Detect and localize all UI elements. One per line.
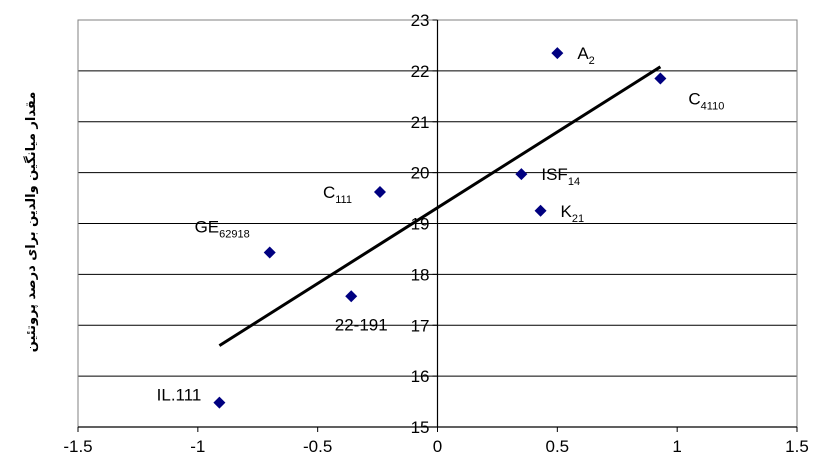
y-tick-label-5: 20 [411,164,430,183]
y-tick-label-8: 23 [411,11,430,30]
x-tick-label-0: -1.5 [63,437,92,456]
x-tick-label-4: 0.5 [546,437,570,456]
y-tick-label-4: 19 [411,215,430,234]
x-tick-label-1: -1 [190,437,205,456]
point-label-0: A2 [577,44,594,67]
y-tick-label-6: 21 [411,113,430,132]
data-point-3 [373,185,386,198]
data-point-7 [213,396,226,409]
point-label-6: 22-191 [335,315,388,334]
point-label-2: ISF14 [541,165,580,188]
y-tick-label-2: 17 [411,316,430,335]
point-label-7: IL.111 [157,386,202,405]
point-label-5: GE62918 [195,217,250,240]
y-tick-label-0: 15 [411,418,430,437]
y-tick-label-7: 22 [411,62,430,81]
data-point-1 [654,72,667,85]
trendline [218,65,662,347]
data-point-5 [263,246,276,259]
data-points [213,47,667,409]
y-tick-label-1: 16 [411,367,430,386]
data-point-2 [515,168,528,181]
x-tick-label-3: 0 [433,437,442,456]
y-tick-label-3: 18 [411,265,430,284]
y-axis-label: مقدار میانگین والدین برای درصد پروتئین [23,92,39,352]
data-point-6 [345,290,358,303]
point-label-3: C111 [323,183,352,206]
x-tick-label-5: 1 [672,437,681,456]
point-labels: A2 C4110 ISF14 C111 K21 GE62918 22-191 IL.111 [157,44,725,405]
axes [77,19,798,432]
x-tick-label-2: -0.5 [303,437,332,456]
point-label-1: C4110 [688,90,724,113]
data-point-4 [534,204,547,217]
y-tick-labels: 15 16 17 18 19 20 21 22 23 [411,11,430,437]
x-tick-label-6: 1.5 [785,437,809,456]
data-point-0 [551,47,564,60]
x-tick-labels: -1.5 -1 -0.5 0 0.5 1 1.5 [63,437,808,456]
point-label-4: K21 [561,202,585,225]
trendline-segment [218,65,662,347]
